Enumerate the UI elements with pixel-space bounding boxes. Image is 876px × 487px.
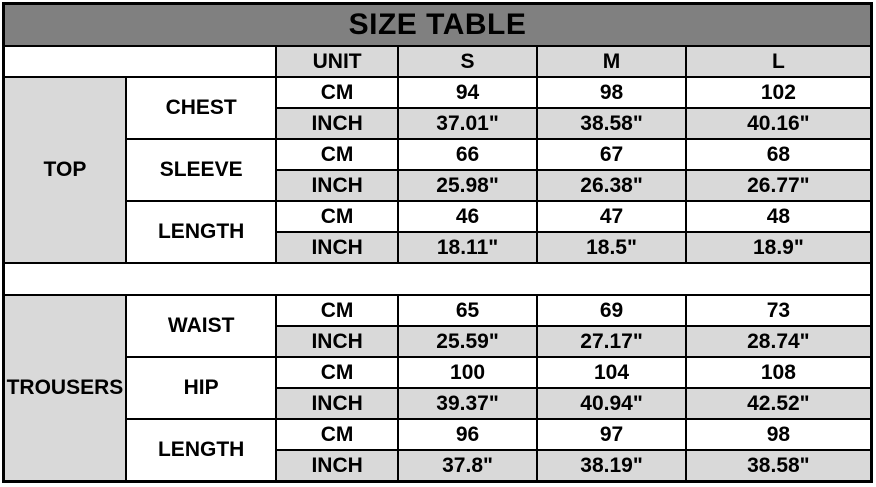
value-cell: 27.17" (536, 325, 687, 358)
measure-label-waist: WAIST (124, 294, 278, 358)
value-cell: 37.8" (396, 449, 539, 483)
value-cell: 40.16" (684, 107, 873, 140)
value-cell: 38.58" (536, 107, 687, 140)
value-cell: 26.77" (684, 169, 873, 202)
header-size-l: L (684, 45, 873, 78)
unit-label-cell: INCH (275, 231, 399, 264)
value-cell: 18.9" (684, 231, 873, 264)
table-row: TOP CHEST CM 94 98 102 (2, 76, 873, 264)
value-cell: 97 (536, 418, 687, 451)
table-row: INCH 39.37" 40.94" 42.52" (4, 387, 873, 420)
unit-label-cell: CM (275, 294, 399, 327)
value-cell: 67 (536, 138, 687, 171)
value-cell: 104 (536, 356, 687, 389)
value-cell: 28.74" (684, 325, 873, 358)
measure-label-sleeve: SLEEVE (124, 138, 278, 202)
value-cell: 18.11" (396, 231, 539, 264)
table-row: TROUSERS WAIST CM 65 69 73 (2, 294, 873, 483)
value-cell: 42.52" (684, 387, 873, 420)
value-cell: 48 (684, 200, 873, 233)
table-row: INCH 25.98" 26.38" 26.77" (4, 169, 873, 202)
unit-label-cell: INCH (275, 325, 399, 358)
section-label-trousers: TROUSERS (2, 294, 127, 483)
header-blank-cell (2, 45, 278, 78)
value-cell: 39.37" (396, 387, 539, 420)
value-cell: 47 (536, 200, 687, 233)
section-divider (2, 262, 873, 296)
unit-label-cell: INCH (275, 107, 399, 140)
unit-label-cell: INCH (275, 169, 399, 202)
value-cell: 37.01" (396, 107, 539, 140)
table-row: HIP CM 100 104 108 (4, 356, 873, 420)
value-cell: 65 (396, 294, 539, 327)
header-row: UNIT S M L (2, 45, 873, 78)
value-cell: 94 (396, 76, 539, 109)
table-title: SIZE TABLE (2, 2, 873, 47)
value-cell: 38.19" (536, 449, 687, 483)
measure-label-length-top: LENGTH (124, 200, 278, 264)
value-cell: 96 (396, 418, 539, 451)
value-cell: 98 (536, 76, 687, 109)
value-cell: 26.38" (536, 169, 687, 202)
header-size-m: M (536, 45, 687, 78)
table-row: SLEEVE CM 66 67 68 (4, 138, 873, 202)
unit-label-cell: CM (275, 76, 399, 109)
unit-label-cell: CM (275, 138, 399, 171)
value-cell: 102 (684, 76, 873, 109)
measure-label-chest: CHEST (124, 76, 278, 140)
value-cell: 66 (396, 138, 539, 171)
title-row: SIZE TABLE (2, 2, 873, 47)
section-divider-row (2, 262, 873, 296)
value-cell: 25.59" (396, 325, 539, 358)
table-row: INCH 25.59" 27.17" 28.74" (4, 325, 873, 358)
unit-label-cell: INCH (275, 449, 399, 483)
unit-label-cell: INCH (275, 387, 399, 420)
table-row: INCH 37.01" 38.58" 40.16" (4, 107, 873, 140)
value-cell: 38.58" (684, 449, 873, 483)
table-row: INCH 18.11" 18.5" 18.9" (4, 231, 873, 264)
value-cell: 108 (684, 356, 873, 389)
value-cell: 69 (536, 294, 687, 327)
table-row: INCH 37.8" 38.19" 38.58" (4, 449, 873, 483)
value-cell: 46 (396, 200, 539, 233)
table-row: LENGTH CM 96 97 98 (4, 418, 873, 483)
header-size-s: S (396, 45, 539, 78)
measure-label-length-trousers: LENGTH (124, 418, 278, 483)
value-cell: 73 (684, 294, 873, 327)
section-label-top: TOP (2, 76, 127, 264)
value-cell: 18.5" (536, 231, 687, 264)
unit-label-cell: CM (275, 356, 399, 389)
value-cell: 40.94" (536, 387, 687, 420)
unit-label-cell: CM (275, 418, 399, 451)
measure-label-hip: HIP (124, 356, 278, 420)
unit-label-cell: CM (275, 200, 399, 233)
header-unit-cell: UNIT (275, 45, 399, 78)
value-cell: 68 (684, 138, 873, 171)
value-cell: 25.98" (396, 169, 539, 202)
value-cell: 98 (684, 418, 873, 451)
table-row: LENGTH CM 46 47 48 (4, 200, 873, 264)
value-cell: 100 (396, 356, 539, 389)
